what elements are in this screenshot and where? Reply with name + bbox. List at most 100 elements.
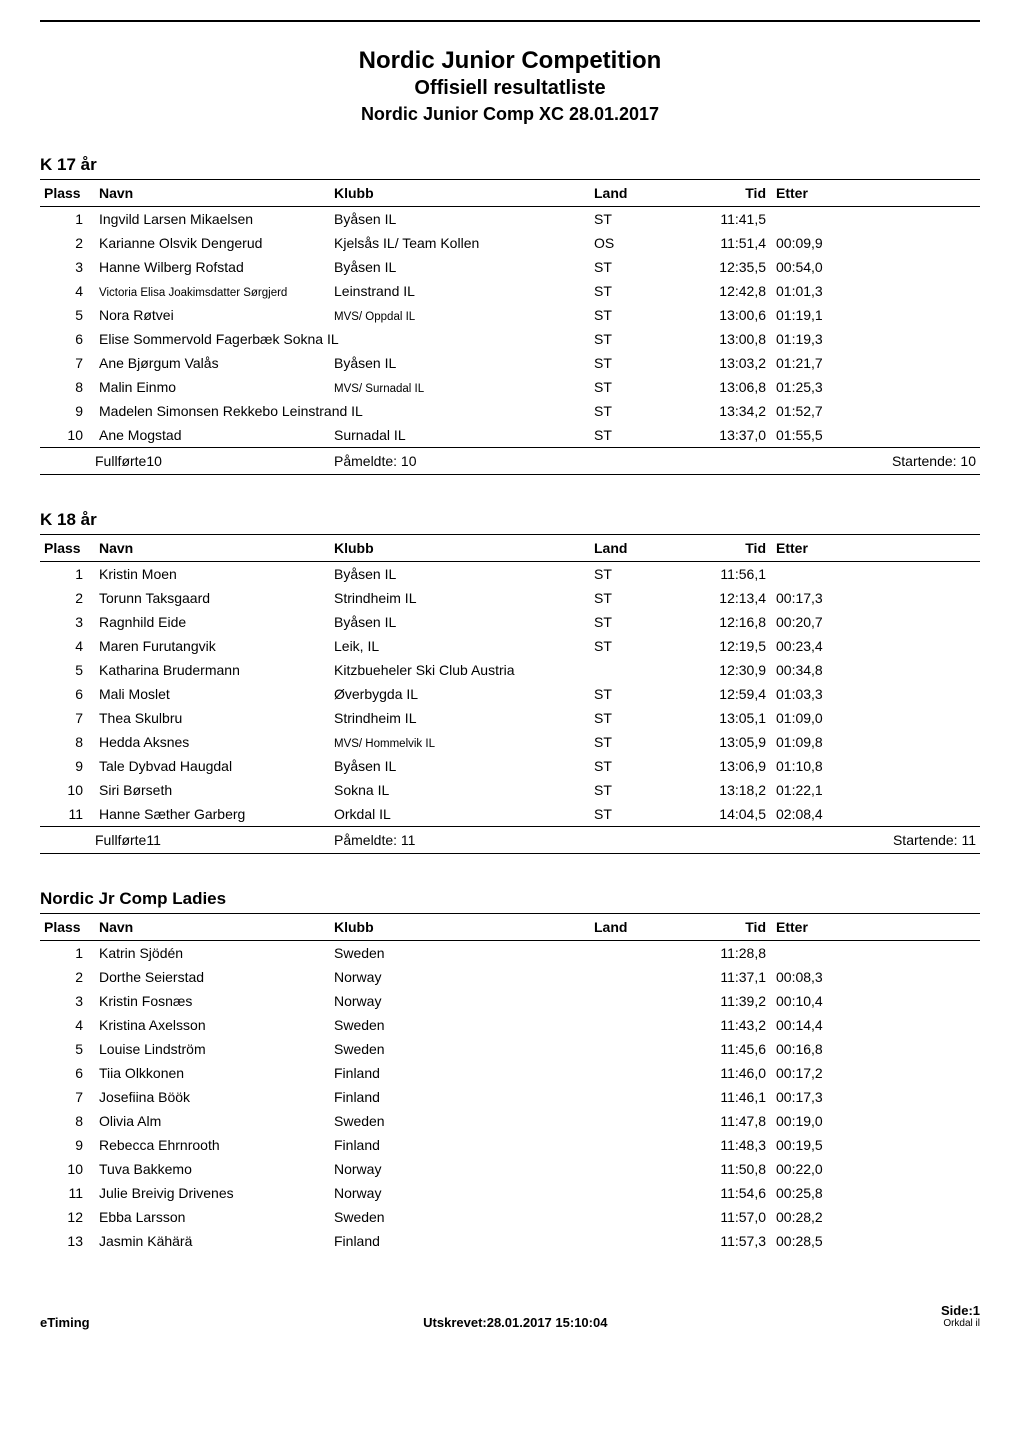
cell-klubb: Sweden bbox=[330, 1037, 590, 1061]
cell-etter: 01:21,7 bbox=[770, 351, 980, 375]
cell-klubb: MVS/ Surnadal IL bbox=[330, 375, 590, 399]
cell-land bbox=[590, 940, 690, 965]
header-klubb: Klubb bbox=[330, 179, 590, 206]
table-row: 11Julie Breivig DrivenesNorway11:54,600:… bbox=[40, 1181, 980, 1205]
table-row: 9Tale Dybvad HaugdalByåsen ILST13:06,901… bbox=[40, 754, 980, 778]
cell-navn: Katrin Sjödén bbox=[95, 940, 330, 965]
header-plass: Plass bbox=[40, 913, 95, 940]
header-navn: Navn bbox=[95, 913, 330, 940]
cell-klubb: Finland bbox=[330, 1133, 590, 1157]
cell-klubb: Byåsen IL bbox=[330, 206, 590, 231]
cell-etter: 01:09,8 bbox=[770, 730, 980, 754]
cell-etter: 02:08,4 bbox=[770, 802, 980, 827]
cell-etter: 01:01,3 bbox=[770, 279, 980, 303]
cell-navn: Maren Furutangvik bbox=[95, 634, 330, 658]
cell-land: ST bbox=[590, 303, 690, 327]
cell-plass: 4 bbox=[40, 1013, 95, 1037]
cell-tid: 13:06,8 bbox=[690, 375, 770, 399]
summary-fullforte: Fullførte11 bbox=[95, 826, 330, 853]
cell-plass: 8 bbox=[40, 730, 95, 754]
cell-klubb: Byåsen IL bbox=[330, 754, 590, 778]
cell-tid: 11:46,0 bbox=[690, 1061, 770, 1085]
cell-klubb: Strindheim IL bbox=[330, 706, 590, 730]
table-row: 6Elise Sommervold Fagerbæk Sokna ILST13:… bbox=[40, 327, 980, 351]
table-row: 6Mali MosletØverbygda ILST12:59,401:03,3 bbox=[40, 682, 980, 706]
cell-navn: Karianne Olsvik Dengerud bbox=[95, 231, 330, 255]
table-row: 10Ane MogstadSurnadal ILST13:37,001:55,5 bbox=[40, 423, 980, 448]
cell-plass: 6 bbox=[40, 682, 95, 706]
cell-klubb: Finland bbox=[330, 1229, 590, 1253]
cell-land: ST bbox=[590, 802, 690, 827]
summary-row: Fullførte10Påmeldte: 10Startende: 10 bbox=[40, 447, 980, 474]
cell-klubb: Norway bbox=[330, 989, 590, 1013]
page-header: Nordic Junior Competition Offisiell resu… bbox=[40, 47, 980, 125]
table-row: 12Ebba LarssonSweden11:57,000:28,2 bbox=[40, 1205, 980, 1229]
cell-tid: 13:05,1 bbox=[690, 706, 770, 730]
table-header-row: PlassNavnKlubbLandTidEtter bbox=[40, 913, 980, 940]
cell-land: ST bbox=[590, 423, 690, 448]
cell-plass: 9 bbox=[40, 1133, 95, 1157]
cell-tid: 11:48,3 bbox=[690, 1133, 770, 1157]
header-plass: Plass bbox=[40, 534, 95, 561]
cell-tid: 11:28,8 bbox=[690, 940, 770, 965]
footer-page-num: Side:1 bbox=[941, 1303, 980, 1319]
cell-plass: 1 bbox=[40, 206, 95, 231]
table-row: 7Ane Bjørgum ValåsByåsen ILST13:03,201:2… bbox=[40, 351, 980, 375]
cell-navn: Kristin Moen bbox=[95, 561, 330, 586]
header-plass: Plass bbox=[40, 179, 95, 206]
cell-tid: 12:16,8 bbox=[690, 610, 770, 634]
cell-plass: 9 bbox=[40, 399, 95, 423]
cell-tid: 13:00,8 bbox=[690, 327, 770, 351]
cell-klubb: MVS/ Oppdal IL bbox=[330, 303, 590, 327]
cell-land: ST bbox=[590, 586, 690, 610]
cell-etter: 01:55,5 bbox=[770, 423, 980, 448]
table-row: 8Malin EinmoMVS/ Surnadal ILST13:06,801:… bbox=[40, 375, 980, 399]
table-row: 1Ingvild Larsen MikaelsenByåsen ILST11:4… bbox=[40, 206, 980, 231]
cell-land bbox=[590, 1013, 690, 1037]
header-klubb: Klubb bbox=[330, 534, 590, 561]
cell-land: ST bbox=[590, 730, 690, 754]
cell-plass: 6 bbox=[40, 327, 95, 351]
table-row: 6Tiia OlkkonenFinland11:46,000:17,2 bbox=[40, 1061, 980, 1085]
table-header-row: PlassNavnKlubbLandTidEtter bbox=[40, 179, 980, 206]
cell-plass: 6 bbox=[40, 1061, 95, 1085]
cell-tid: 11:47,8 bbox=[690, 1109, 770, 1133]
cell-tid: 12:42,8 bbox=[690, 279, 770, 303]
cell-klubb: Sweden bbox=[330, 1013, 590, 1037]
summary-startende: Startende: 11 bbox=[590, 826, 980, 853]
cell-plass: 10 bbox=[40, 1157, 95, 1181]
table-header-row: PlassNavnKlubbLandTidEtter bbox=[40, 534, 980, 561]
cell-navn: Julie Breivig Drivenes bbox=[95, 1181, 330, 1205]
header-klubb: Klubb bbox=[330, 913, 590, 940]
cell-plass: 5 bbox=[40, 1037, 95, 1061]
cell-navn: Kristina Axelsson bbox=[95, 1013, 330, 1037]
footer-timestamp: Utskrevet:28.01.2017 15:10:04 bbox=[423, 1315, 607, 1330]
cell-klubb: Finland bbox=[330, 1061, 590, 1085]
cell-klubb: Norway bbox=[330, 1181, 590, 1205]
cell-tid: 13:18,2 bbox=[690, 778, 770, 802]
cell-land: OS bbox=[590, 231, 690, 255]
cell-plass: 9 bbox=[40, 754, 95, 778]
cell-plass: 7 bbox=[40, 351, 95, 375]
cell-land: ST bbox=[590, 351, 690, 375]
cell-navn-klubb-merged: Elise Sommervold Fagerbæk Sokna IL bbox=[95, 327, 590, 351]
cell-navn: Mali Moslet bbox=[95, 682, 330, 706]
footer-brand: eTiming bbox=[40, 1315, 90, 1330]
table-row: 7Thea SkulbruStrindheim ILST13:05,101:09… bbox=[40, 706, 980, 730]
summary-spacer bbox=[40, 447, 95, 474]
results-table: PlassNavnKlubbLandTidEtter1Ingvild Larse… bbox=[40, 179, 980, 475]
cell-navn: Torunn Taksgaard bbox=[95, 586, 330, 610]
table-row: 2Karianne Olsvik DengerudKjelsås IL/ Tea… bbox=[40, 231, 980, 255]
cell-plass: 4 bbox=[40, 634, 95, 658]
cell-plass: 3 bbox=[40, 255, 95, 279]
cell-plass: 5 bbox=[40, 658, 95, 682]
cell-land: ST bbox=[590, 375, 690, 399]
table-row: 11Hanne Sæther GarbergOrkdal ILST14:04,5… bbox=[40, 802, 980, 827]
summary-startende: Startende: 10 bbox=[590, 447, 980, 474]
cell-etter: 00:19,5 bbox=[770, 1133, 980, 1157]
cell-tid: 14:04,5 bbox=[690, 802, 770, 827]
cell-plass: 2 bbox=[40, 586, 95, 610]
cell-klubb: Sweden bbox=[330, 940, 590, 965]
cell-plass: 3 bbox=[40, 610, 95, 634]
cell-navn: Tiia Olkkonen bbox=[95, 1061, 330, 1085]
